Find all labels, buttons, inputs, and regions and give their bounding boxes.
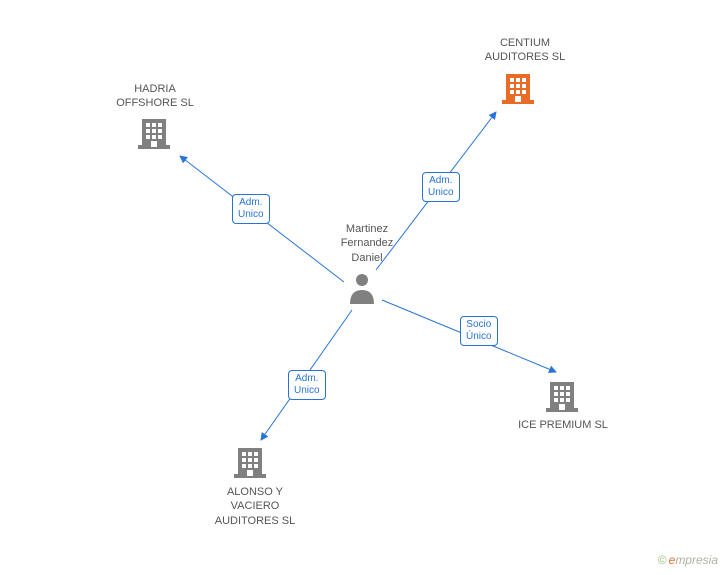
building-icon	[544, 378, 580, 414]
copyright-symbol: ©	[658, 553, 667, 567]
node-label-alonso: ALONSO Y VACIERO AUDITORES SL	[200, 485, 310, 528]
building-icon	[136, 115, 172, 151]
node-label-hadria: HADRIA OFFSHORE SL	[110, 82, 200, 111]
node-label-centium: CENTIUM AUDITORES SL	[470, 36, 580, 65]
watermark: ©empresia	[658, 553, 718, 567]
watermark-text: mpresia	[675, 553, 718, 567]
node-label-ice: ICE PREMIUM SL	[508, 418, 618, 432]
building-icon	[500, 70, 536, 106]
edge-label-ice: Socio Único	[460, 316, 498, 346]
edge-label-hadria: Adm. Unico	[232, 194, 270, 224]
center-node-label: Martinez Fernandez Daniel	[332, 222, 402, 265]
edge-label-centium: Adm. Unico	[422, 172, 460, 202]
building-icon	[232, 444, 268, 480]
edge-label-alonso: Adm. Unico	[288, 370, 326, 400]
person-icon	[344, 270, 380, 306]
